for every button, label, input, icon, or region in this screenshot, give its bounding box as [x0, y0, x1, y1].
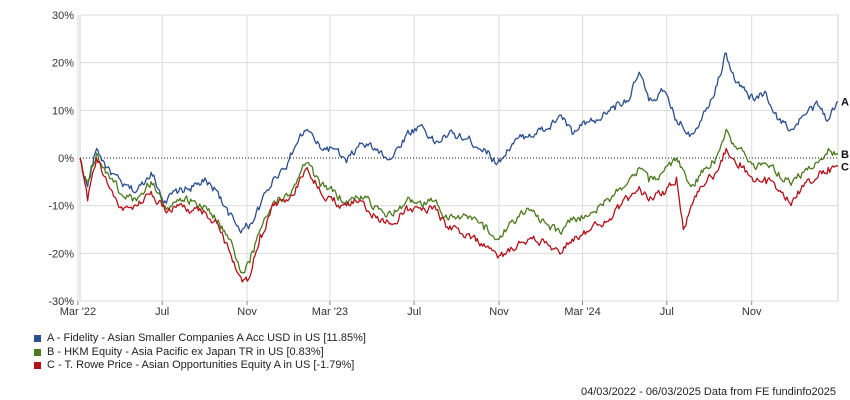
data-source-footer: 04/03/2022 - 06/03/2025 Data from FE fun…	[580, 386, 836, 398]
y-tick-label: -10%	[48, 201, 74, 213]
legend-label-b: B - HKM Equity - Asia Pacific ex Japan T…	[47, 345, 324, 358]
legend-item-b[interactable]: B - HKM Equity - Asia Pacific ex Japan T…	[34, 346, 366, 360]
series-end-label-a: A	[841, 97, 849, 109]
y-tick-label: 20%	[52, 58, 74, 70]
x-tick-label: Mar '23	[312, 306, 348, 318]
series-end-label-c: C	[841, 162, 849, 174]
y-tick-label: 0%	[58, 153, 74, 165]
x-tick-label: Jul	[660, 306, 674, 318]
x-tick-label: Jul	[407, 306, 421, 318]
series-line-c	[79, 147, 839, 283]
y-tick-label: -20%	[48, 248, 74, 260]
legend-swatch-a	[34, 335, 41, 343]
chart-grid	[77, 14, 839, 302]
x-tick-label: Mar '24	[564, 306, 600, 318]
legend-label-c: C - T. Rowe Price - Asian Opportunities …	[47, 359, 355, 371]
x-tick-label: Nov	[237, 306, 257, 318]
chart-legend: A - Fidelity - Asian Smaller Companies A…	[34, 332, 366, 373]
legend-swatch-c	[34, 362, 41, 370]
x-tick-label: Nov	[742, 306, 762, 318]
legend-label-a: A - Fidelity - Asian Smaller Companies A…	[47, 332, 366, 344]
x-tick-label: Mar '22	[60, 306, 96, 318]
y-tick-label: 30%	[52, 10, 74, 22]
series-line-b	[79, 128, 839, 274]
legend-item-a[interactable]: A - Fidelity - Asian Smaller Companies A…	[34, 332, 366, 346]
series-line-a	[79, 52, 839, 234]
series-layer	[79, 52, 839, 283]
legend-swatch-b	[34, 348, 41, 356]
y-tick-label: -30%	[48, 296, 74, 308]
legend-item-c[interactable]: C - T. Rowe Price - Asian Opportunities …	[34, 359, 366, 373]
x-tick-label: Nov	[489, 306, 509, 318]
series-end-label-b: B	[841, 149, 849, 161]
chart-axes: 30% 20% 10% 0% -10% -20% -30%Mar '22 Jul Nov Mar …	[48, 10, 849, 318]
y-tick-label: 10%	[52, 105, 74, 117]
x-tick-label: Jul	[155, 306, 169, 318]
